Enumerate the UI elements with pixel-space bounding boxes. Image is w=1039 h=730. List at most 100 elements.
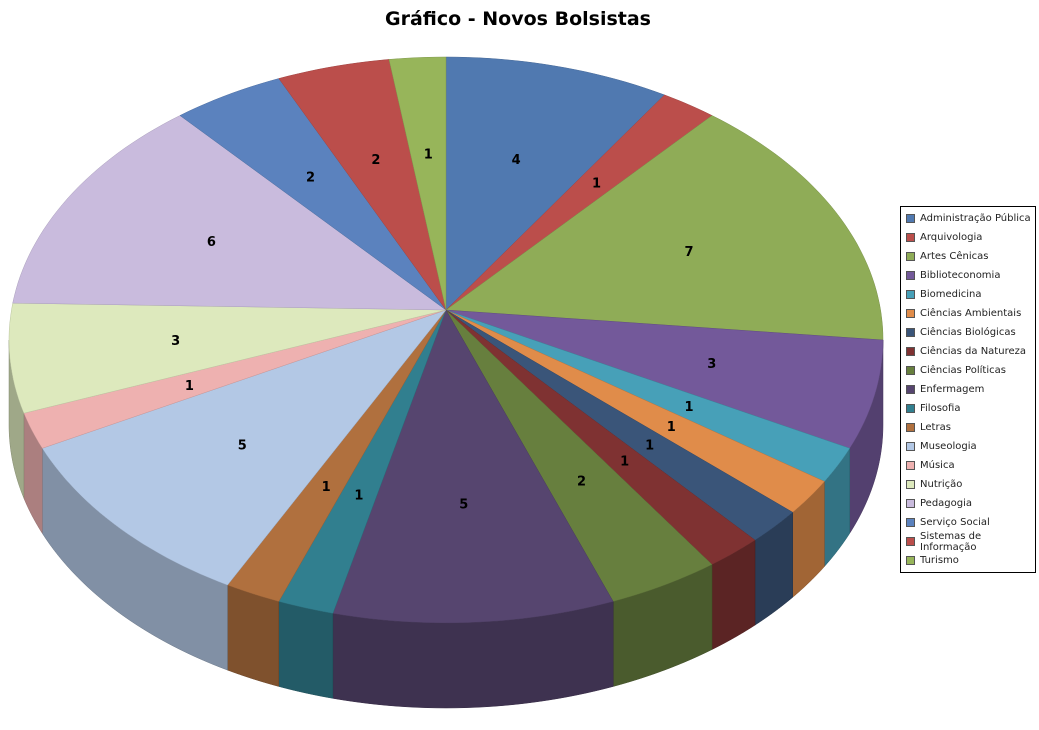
legend-item: Sistemas de Informação [901, 530, 1035, 553]
legend-item: Pedagogia [901, 494, 1035, 513]
legend-label: Nutrição [920, 479, 963, 490]
slice-letras[interactable] [227, 309, 447, 602]
legend-swatch [906, 499, 915, 508]
data-label: 1 [667, 420, 676, 435]
legend: Administração Pública Arquivologia Artes C… [900, 206, 1036, 573]
legend-item: Filosofia [901, 399, 1035, 418]
legend-item: Artes Cênicas [901, 247, 1035, 266]
legend-label: Museologia [920, 441, 977, 452]
legend-item: Serviço Social [901, 513, 1035, 532]
legend-label: Ciências Ambientais [920, 308, 1022, 319]
legend-swatch [906, 233, 915, 242]
legend-label: Artes Cênicas [920, 251, 989, 262]
legend-label: Biomedicina [920, 289, 982, 300]
legend-label: Enfermagem [920, 384, 985, 395]
legend-label: Sistemas de Informação [920, 530, 982, 553]
slice-artes-cenicas[interactable] [445, 115, 884, 341]
legend-swatch [906, 461, 915, 470]
legend-item: Administração Pública [901, 209, 1035, 228]
slice-enfermagem[interactable] [332, 309, 614, 624]
slice-turismo[interactable] [388, 56, 447, 311]
legend-swatch [906, 347, 915, 356]
legend-swatch [906, 423, 915, 432]
chart-title: Gráfico - Novos Bolsistas [385, 8, 651, 30]
slice-pedagogia[interactable] [12, 115, 447, 311]
legend-item: Museologia [901, 437, 1035, 456]
legend-item: Música [901, 456, 1035, 475]
slice-administracao-publica[interactable] [445, 56, 665, 311]
data-label: 1 [424, 148, 433, 163]
legend-swatch [906, 214, 915, 223]
data-label: 1 [620, 455, 629, 470]
legend-label: Serviço Social [920, 517, 990, 528]
legend-swatch [906, 518, 915, 527]
slice-musica[interactable] [23, 309, 447, 449]
legend-label: Ciências Biológicas [920, 327, 1016, 338]
data-label: 1 [322, 480, 331, 495]
data-label: 4 [512, 153, 521, 168]
data-label: 5 [459, 498, 468, 513]
legend-swatch [906, 252, 915, 261]
legend-label: Biblioteconomia [920, 270, 1001, 281]
slice-ciencias-politicas[interactable] [445, 309, 713, 602]
data-label: 6 [207, 235, 216, 250]
slice-arquivologia[interactable] [445, 94, 713, 311]
slice-museologia[interactable] [41, 309, 447, 586]
data-label: 2 [577, 475, 586, 490]
legend-label: Turismo [920, 555, 959, 566]
legend-item: Letras [901, 418, 1035, 437]
slice-side-10 [278, 601, 334, 699]
legend-item: Nutrição [901, 475, 1035, 494]
legend-swatch [906, 271, 915, 280]
legend-item: Ciências Políticas [901, 361, 1035, 380]
legend-label: Ciências Políticas [920, 365, 1006, 376]
data-label: 3 [171, 334, 180, 349]
slice-nutricao[interactable] [8, 302, 447, 414]
data-label: 5 [238, 438, 247, 453]
legend-item: Turismo [901, 551, 1035, 570]
legend-swatch [906, 328, 915, 337]
slice-ciencias-da-natureza[interactable] [445, 309, 756, 565]
data-label: 1 [354, 489, 363, 504]
legend-item: Biblioteconomia [901, 266, 1035, 285]
legend-label: Filosofia [920, 403, 961, 414]
data-label: 2 [306, 171, 315, 186]
pie-sides [8, 339, 884, 709]
legend-swatch [906, 309, 915, 318]
legend-label: Administração Pública [920, 213, 1031, 224]
legend-item: Biomedicina [901, 285, 1035, 304]
legend-swatch [906, 290, 915, 299]
legend-label: Arquivologia [920, 232, 983, 243]
slice-sistemas-de-informacao[interactable] [278, 59, 447, 311]
legend-swatch [906, 556, 915, 565]
data-label: 7 [684, 245, 693, 260]
data-label: 1 [592, 177, 601, 192]
legend-label: Letras [920, 422, 951, 433]
legend-swatch [906, 385, 915, 394]
data-label: 1 [645, 438, 654, 453]
data-label: 3 [707, 357, 716, 372]
data-label: 2 [371, 153, 380, 168]
slice-biblioteconomia[interactable] [445, 309, 884, 449]
legend-label: Pedagogia [920, 498, 973, 509]
slice-side-11 [227, 584, 280, 687]
pie-slices [8, 56, 884, 624]
slice-filosofia[interactable] [278, 309, 447, 614]
legend-item: Ciências Biológicas [901, 323, 1035, 342]
legend-item: Ciências da Natureza [901, 342, 1035, 361]
legend-label: Ciências da Natureza [920, 346, 1026, 357]
legend-swatch [906, 537, 915, 546]
legend-item: Enfermagem [901, 380, 1035, 399]
slice-servico-social[interactable] [179, 78, 447, 311]
legend-swatch [906, 442, 915, 451]
slice-ciencias-ambientais[interactable] [445, 309, 825, 513]
legend-item: Ciências Ambientais [901, 304, 1035, 323]
legend-swatch [906, 404, 915, 413]
slice-ciencias-biologicas[interactable] [445, 309, 794, 541]
data-label: 1 [684, 400, 693, 415]
slice-biomedicina[interactable] [445, 309, 851, 482]
legend-item: Arquivologia [901, 228, 1035, 247]
legend-label: Música [920, 460, 955, 471]
